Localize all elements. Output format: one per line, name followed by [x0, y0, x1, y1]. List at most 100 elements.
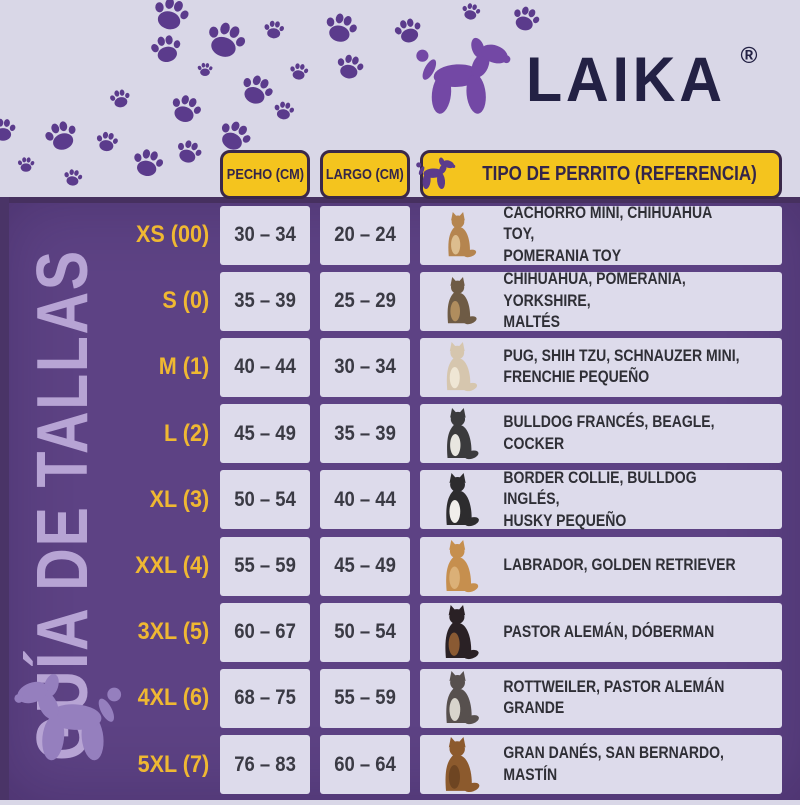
- pecho-value: 40 – 44: [234, 355, 296, 379]
- largo-value: 45 – 49: [334, 554, 396, 578]
- breed-list: PASTOR ALEMÁN, DÓBERMAN: [503, 622, 715, 641]
- size-label: 3XL (5): [137, 618, 210, 646]
- reference-cell: PASTOR ALEMÁN, DÓBERMAN: [420, 602, 782, 662]
- table-row: XS (00) 30 – 34 20 – 24 CACHORRO MINI, C…: [0, 202, 800, 268]
- table-row: L (2) 45 – 49 35 – 39 BULLDOG FRANCÉS, B…: [0, 401, 800, 467]
- breed-list: CHIHUAHUA, POMERANIA, YORKSHIRE, MALTÉS: [503, 270, 686, 331]
- table-row: 3XL (5) 60 – 67 50 – 54 PASTOR ALEMÁN, D…: [0, 599, 800, 665]
- largo-value: 60 – 64: [334, 752, 396, 776]
- paw-print-icon: [163, 85, 208, 130]
- paw-print-icon: [127, 141, 170, 184]
- pecho-cell: 30 – 34: [220, 205, 310, 265]
- largo-value: 55 – 59: [334, 686, 396, 710]
- pecho-value: 35 – 39: [234, 289, 296, 313]
- size-label: 4XL (6): [137, 684, 210, 712]
- reference-cell: CHIHUAHUA, POMERANIA, YORKSHIRE, MALTÉS: [420, 270, 782, 331]
- column-header-pecho: PECHO (CM): [220, 150, 310, 199]
- largo-cell: 50 – 54: [320, 602, 410, 662]
- paw-print-icon: [37, 111, 85, 159]
- pecho-value: 76 – 83: [234, 752, 296, 776]
- size-table: XS (00) 30 – 34 20 – 24 CACHORRO MINI, C…: [0, 202, 800, 798]
- size-label: 5XL (7): [137, 750, 210, 778]
- paw-print-icon: [506, 0, 546, 38]
- reference-cell: PUG, SHIH TZU, SCHNAUZER MINI, FRENCHIE …: [420, 337, 782, 397]
- paw-print-icon: [106, 84, 134, 112]
- paw-print-icon: [145, 27, 188, 70]
- table-row: S (0) 35 – 39 25 – 29 CHIHUAHUA, POMERAN…: [0, 268, 800, 334]
- largo-value: 35 – 39: [334, 421, 396, 445]
- balloon-dog-icon: [412, 36, 516, 124]
- reference-cell: LABRADOR, GOLDEN RETRIEVER: [420, 536, 782, 596]
- breed-list: GRAN DANÉS, SAN BERNARDO, MASTÍN: [503, 744, 724, 784]
- breed-list: BULLDOG FRANCÉS, BEAGLE, COCKER: [503, 413, 715, 453]
- largo-cell: 55 – 59: [320, 668, 410, 728]
- pecho-cell: 45 – 49: [220, 404, 310, 464]
- pecho-cell: 68 – 75: [220, 668, 310, 728]
- pecho-value: 30 – 34: [234, 223, 296, 247]
- paw-print-icon: [261, 16, 287, 42]
- paw-print-icon: [270, 96, 297, 123]
- pecho-value: 45 – 49: [234, 421, 296, 445]
- largo-value: 20 – 24: [334, 223, 396, 247]
- table-row: M (1) 40 – 44 30 – 34 PUG, SHIH TZU, SCH…: [0, 334, 800, 400]
- column-header-largo: LARGO (CM): [320, 150, 410, 199]
- size-label: M (1): [158, 353, 210, 381]
- largo-cell: 20 – 24: [320, 205, 410, 265]
- table-row: XL (3) 50 – 54 40 – 44 BORDER COLLIE, BU…: [0, 467, 800, 533]
- largo-value: 50 – 54: [334, 620, 396, 644]
- largo-value: 25 – 29: [334, 289, 396, 313]
- paw-print-icon: [331, 47, 369, 85]
- column-header-tipo: TIPO DE PERRITO (REFERENCIA): [420, 150, 782, 199]
- pecho-cell: 55 – 59: [220, 536, 310, 596]
- largo-cell: 30 – 34: [320, 337, 410, 397]
- brand-logo: LAIKA ®: [412, 36, 757, 124]
- size-label: L (2): [163, 419, 210, 447]
- paw-print-icon: [318, 4, 364, 50]
- dog-photo: [420, 737, 500, 793]
- table-row: 5XL (7) 76 – 83 60 – 64 GRAN DANÉS, SAN …: [0, 732, 800, 798]
- largo-cell: 40 – 44: [320, 470, 410, 530]
- size-label: XXL (4): [135, 552, 210, 580]
- dog-photo: [420, 473, 500, 527]
- size-label: XS (00): [135, 221, 210, 249]
- pecho-cell: 35 – 39: [220, 271, 310, 331]
- largo-cell: 45 – 49: [320, 536, 410, 596]
- size-label: XL (3): [149, 485, 210, 513]
- reference-cell: ROTTWEILER, PASTOR ALEMÁN GRANDE: [420, 668, 782, 728]
- registered-trademark: ®: [740, 42, 758, 68]
- dog-photo: [420, 408, 500, 460]
- largo-header-label: LARGO (CM): [326, 166, 404, 183]
- breed-list: PUG, SHIH TZU, SCHNAUZER MINI, FRENCHIE …: [503, 347, 740, 387]
- tipo-header-label: TIPO DE PERRITO (REFERENCIA): [481, 163, 757, 185]
- paw-print-icon: [0, 114, 18, 144]
- paw-print-icon: [61, 165, 86, 190]
- paw-print-icon: [16, 154, 36, 174]
- breed-list: BORDER COLLIE, BULLDOG INGLÉS, HUSKY PEQ…: [503, 468, 697, 530]
- pecho-cell: 60 – 67: [220, 602, 310, 662]
- reference-cell: GRAN DANÉS, SAN BERNARDO, MASTÍN: [420, 735, 782, 795]
- breed-list: CACHORRO MINI, CHIHUAHUA TOY, POMERANIA …: [503, 203, 712, 265]
- balloon-dog-icon: [414, 157, 458, 193]
- dog-photo: [420, 277, 500, 325]
- largo-cell: 60 – 64: [320, 735, 410, 795]
- largo-cell: 35 – 39: [320, 404, 410, 464]
- largo-value: 40 – 44: [334, 487, 396, 511]
- paw-print-icon: [196, 60, 214, 78]
- breed-list: ROTTWEILER, PASTOR ALEMÁN GRANDE: [503, 677, 725, 718]
- paw-print-icon: [170, 132, 208, 170]
- pecho-value: 68 – 75: [234, 686, 296, 710]
- dog-photo: [420, 212, 500, 258]
- paw-print-icon: [287, 59, 311, 83]
- dog-photo: [420, 605, 500, 660]
- largo-cell: 25 – 29: [320, 271, 410, 331]
- pecho-value: 55 – 59: [234, 554, 296, 578]
- pecho-cell: 40 – 44: [220, 337, 310, 397]
- paw-print-icon: [458, 0, 483, 24]
- dog-photo: [420, 540, 500, 593]
- pecho-header-label: PECHO (CM): [226, 166, 304, 183]
- dog-photo: [420, 342, 500, 392]
- reference-cell: BORDER COLLIE, BULLDOG INGLÉS, HUSKY PEQ…: [420, 468, 782, 530]
- size-label: S (0): [162, 287, 210, 315]
- largo-value: 30 – 34: [334, 355, 396, 379]
- dog-photo: [420, 671, 500, 725]
